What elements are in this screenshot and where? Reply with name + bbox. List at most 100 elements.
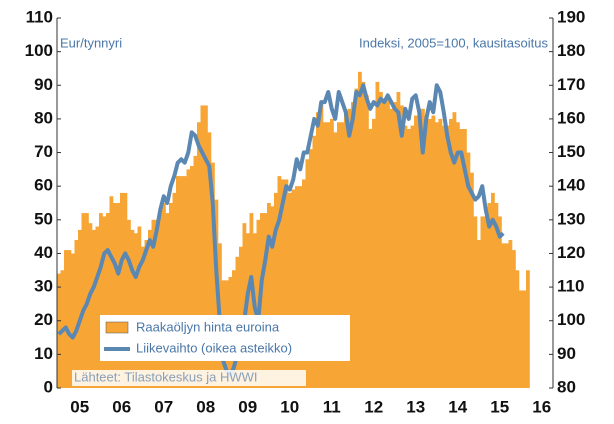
y2-tick-label: 180	[557, 41, 585, 60]
bar	[249, 213, 254, 388]
bar	[151, 219, 156, 388]
bar	[480, 216, 485, 388]
bar	[148, 229, 152, 388]
bar	[95, 226, 100, 388]
y-tick-label: 30	[34, 277, 53, 296]
bar	[137, 226, 142, 388]
bar	[505, 243, 509, 388]
y-tick-label: 20	[34, 310, 53, 329]
bar	[263, 213, 268, 388]
bar	[445, 125, 450, 389]
bar	[291, 189, 296, 388]
source: Lähteet: Tilastokeskus ja HWWI	[74, 369, 258, 384]
bar	[368, 129, 373, 388]
bar	[389, 108, 394, 389]
bar	[417, 108, 422, 389]
y-tick-label: 110	[26, 7, 53, 26]
x-tick-label: 09	[238, 397, 257, 416]
bar	[312, 135, 317, 388]
bar	[190, 166, 194, 388]
bar	[298, 186, 303, 388]
bar	[267, 203, 271, 388]
y2-tick-label: 80	[557, 377, 576, 396]
bar	[410, 125, 415, 389]
bar	[519, 290, 523, 388]
bar	[372, 118, 376, 388]
legend-entry: Raakaöljyn hinta euroina	[136, 319, 280, 334]
bar	[428, 118, 432, 388]
bar	[522, 290, 527, 388]
bar	[99, 213, 103, 388]
bar	[305, 159, 310, 388]
bar	[57, 273, 61, 388]
bar	[302, 179, 306, 388]
bar	[515, 270, 520, 388]
y2-tick-label: 150	[557, 142, 585, 161]
bar	[414, 115, 418, 388]
y-tick-label: 70	[34, 142, 53, 161]
bar	[508, 240, 513, 388]
y-tick-label: 90	[34, 75, 53, 94]
bar	[92, 229, 96, 388]
bar	[354, 88, 359, 389]
y2-tick-label: 190	[557, 7, 585, 26]
bar	[109, 196, 114, 388]
bar	[116, 203, 121, 388]
y-tick-label: 80	[34, 108, 53, 127]
bar	[382, 98, 387, 389]
y-tick-label: 10	[34, 344, 53, 363]
bar	[323, 122, 327, 388]
bar	[347, 108, 352, 389]
bar	[438, 118, 443, 388]
bar	[494, 203, 499, 388]
bar	[344, 112, 348, 388]
bar	[71, 253, 75, 388]
y2-tick-label: 160	[557, 108, 585, 127]
bar	[456, 122, 460, 388]
bar	[123, 192, 128, 388]
bar	[361, 81, 366, 388]
bar	[67, 250, 72, 388]
x-tick-label: 07	[154, 397, 173, 416]
y2-tick-label: 120	[557, 243, 585, 262]
bar	[211, 162, 215, 388]
bar	[358, 71, 362, 389]
y2-tick-label: 110	[557, 277, 584, 296]
bar	[207, 132, 212, 388]
right-axis-label: Indeksi, 2005=100, kausitasoitus	[359, 35, 548, 50]
legend-entry: Liikevaihto (oikea asteikko)	[136, 340, 292, 355]
y2-tick-label: 170	[557, 75, 585, 94]
bar	[470, 172, 474, 388]
bar	[284, 179, 289, 388]
bar	[407, 129, 411, 388]
source-box	[72, 370, 306, 386]
legend-box	[100, 315, 350, 361]
line	[57, 83, 505, 377]
x-tick-label: 10	[280, 397, 299, 416]
bar	[169, 203, 173, 388]
bar	[183, 176, 187, 388]
bar	[78, 229, 82, 388]
bar	[326, 122, 331, 388]
bar	[452, 112, 457, 388]
bar	[421, 108, 425, 389]
bar	[295, 186, 299, 388]
bar	[172, 192, 177, 388]
bar	[158, 213, 163, 388]
bar	[270, 206, 275, 388]
bar	[274, 192, 278, 388]
bar	[165, 213, 170, 388]
x-tick-label: 16	[532, 397, 551, 416]
x-tick-label: 06	[112, 397, 131, 416]
x-tick-label: 05	[70, 397, 89, 416]
bar	[193, 155, 198, 388]
bar	[463, 129, 467, 388]
bar	[365, 95, 369, 388]
bar	[330, 118, 334, 388]
y2-tick-label: 100	[557, 310, 585, 329]
bar	[403, 125, 408, 389]
bar	[74, 240, 79, 388]
bar	[487, 203, 492, 388]
bar	[81, 213, 86, 388]
bar	[176, 176, 180, 388]
